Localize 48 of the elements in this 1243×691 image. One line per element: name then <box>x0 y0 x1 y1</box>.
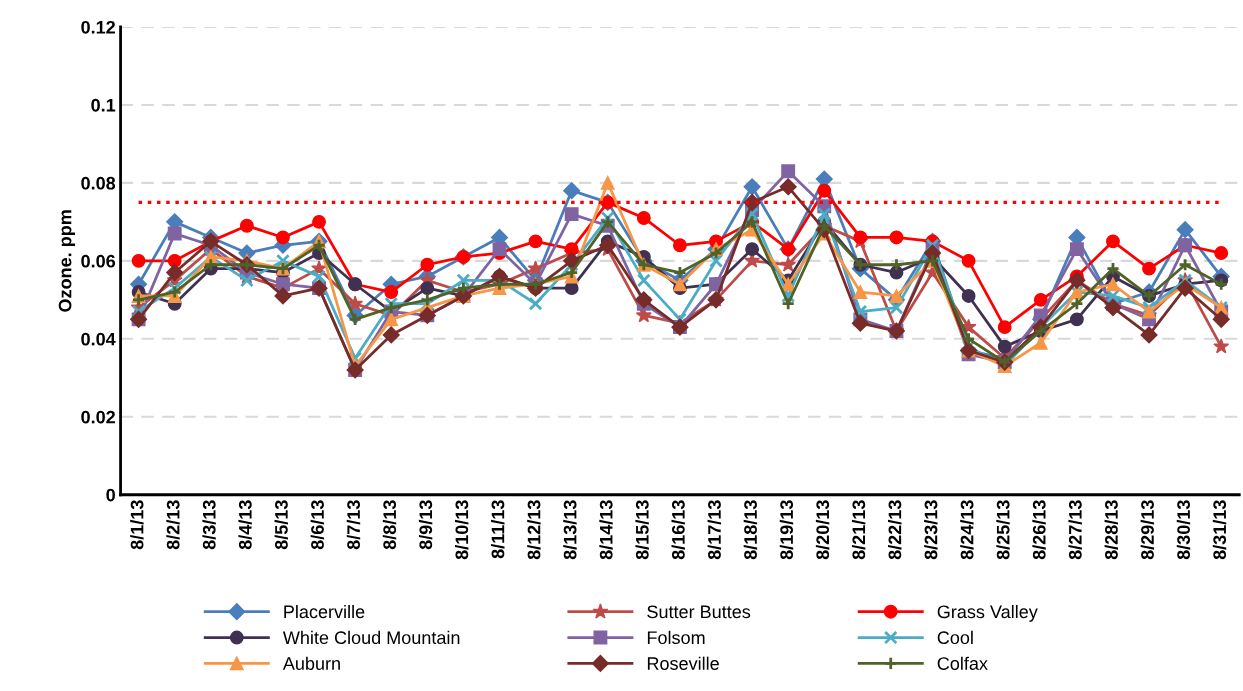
y-tick-label: 0.1 <box>91 98 116 112</box>
y-tick-label: 0.08 <box>81 176 116 190</box>
x-tick-label: 8/3/13 <box>202 500 216 550</box>
x-tick-label: 8/2/13 <box>166 500 180 550</box>
x-tick-label: 8/4/13 <box>238 500 252 550</box>
legend-label: Colfax <box>937 656 988 670</box>
x-tick-label: 8/5/13 <box>274 500 288 550</box>
x-tick-label: 8/18/13 <box>743 500 758 560</box>
x-tick-label: 8/14/13 <box>599 500 613 560</box>
y-tick-label: 0.12 <box>81 20 115 34</box>
x-tick-label: 8/11/13 <box>491 500 505 559</box>
x-tick-label: 8/8/13 <box>382 500 397 550</box>
legend-label: Roseville <box>647 656 719 670</box>
x-tick-label: 8/28/13 <box>1104 500 1118 560</box>
x-tick-label: 8/24/13 <box>960 500 974 560</box>
x-tick-label: 8/26/13 <box>1032 500 1046 560</box>
x-tick-label: 8/29/13 <box>1140 500 1155 560</box>
x-tick-label: 8/6/13 <box>310 500 325 550</box>
x-tick-label: 8/30/13 <box>1176 500 1191 560</box>
y-tick-label: 0.06 <box>81 254 116 268</box>
legend-label: Grass Valley <box>937 604 1038 622</box>
x-tick-label: 8/20/13 <box>815 500 830 560</box>
legend-label: Placerville <box>284 604 365 619</box>
x-tick-label: 8/7/13 <box>346 500 361 550</box>
y-axis-title: Ozone. ppm <box>58 210 76 312</box>
y-tick-label: 0 <box>106 488 115 502</box>
x-tick-label: 8/17/13 <box>707 500 722 560</box>
y-tick-label: 0.04 <box>81 332 116 346</box>
y-tick-label: 0.02 <box>81 410 115 424</box>
x-tick-label: 8/21/13 <box>851 500 866 560</box>
x-tick-label: 8/31/13 <box>1212 500 1227 560</box>
legend-label: Folsom <box>647 630 705 645</box>
x-tick-label: 8/10/13 <box>454 500 469 560</box>
legend-label: Cool <box>937 630 973 645</box>
x-tick-label: 8/23/13 <box>924 500 938 560</box>
x-tick-label: 8/15/13 <box>635 500 649 560</box>
x-tick-label: 8/27/13 <box>1068 500 1082 560</box>
legend-label: White Cloud Mountain <box>282 630 460 645</box>
x-tick-label: 8/19/13 <box>779 500 794 560</box>
legend-label: Auburn <box>282 656 340 670</box>
x-tick-label: 8/1/13 <box>130 500 144 550</box>
x-tick-label: 8/16/13 <box>671 500 685 560</box>
x-tick-label: 8/22/13 <box>888 500 902 560</box>
x-tick-label: 8/9/13 <box>418 500 433 550</box>
x-tick-label: 8/12/13 <box>527 500 541 560</box>
x-tick-label: 8/25/13 <box>996 500 1010 560</box>
legend-label: Sutter Buttes <box>647 605 751 619</box>
x-tick-label: 8/13/13 <box>563 500 577 560</box>
